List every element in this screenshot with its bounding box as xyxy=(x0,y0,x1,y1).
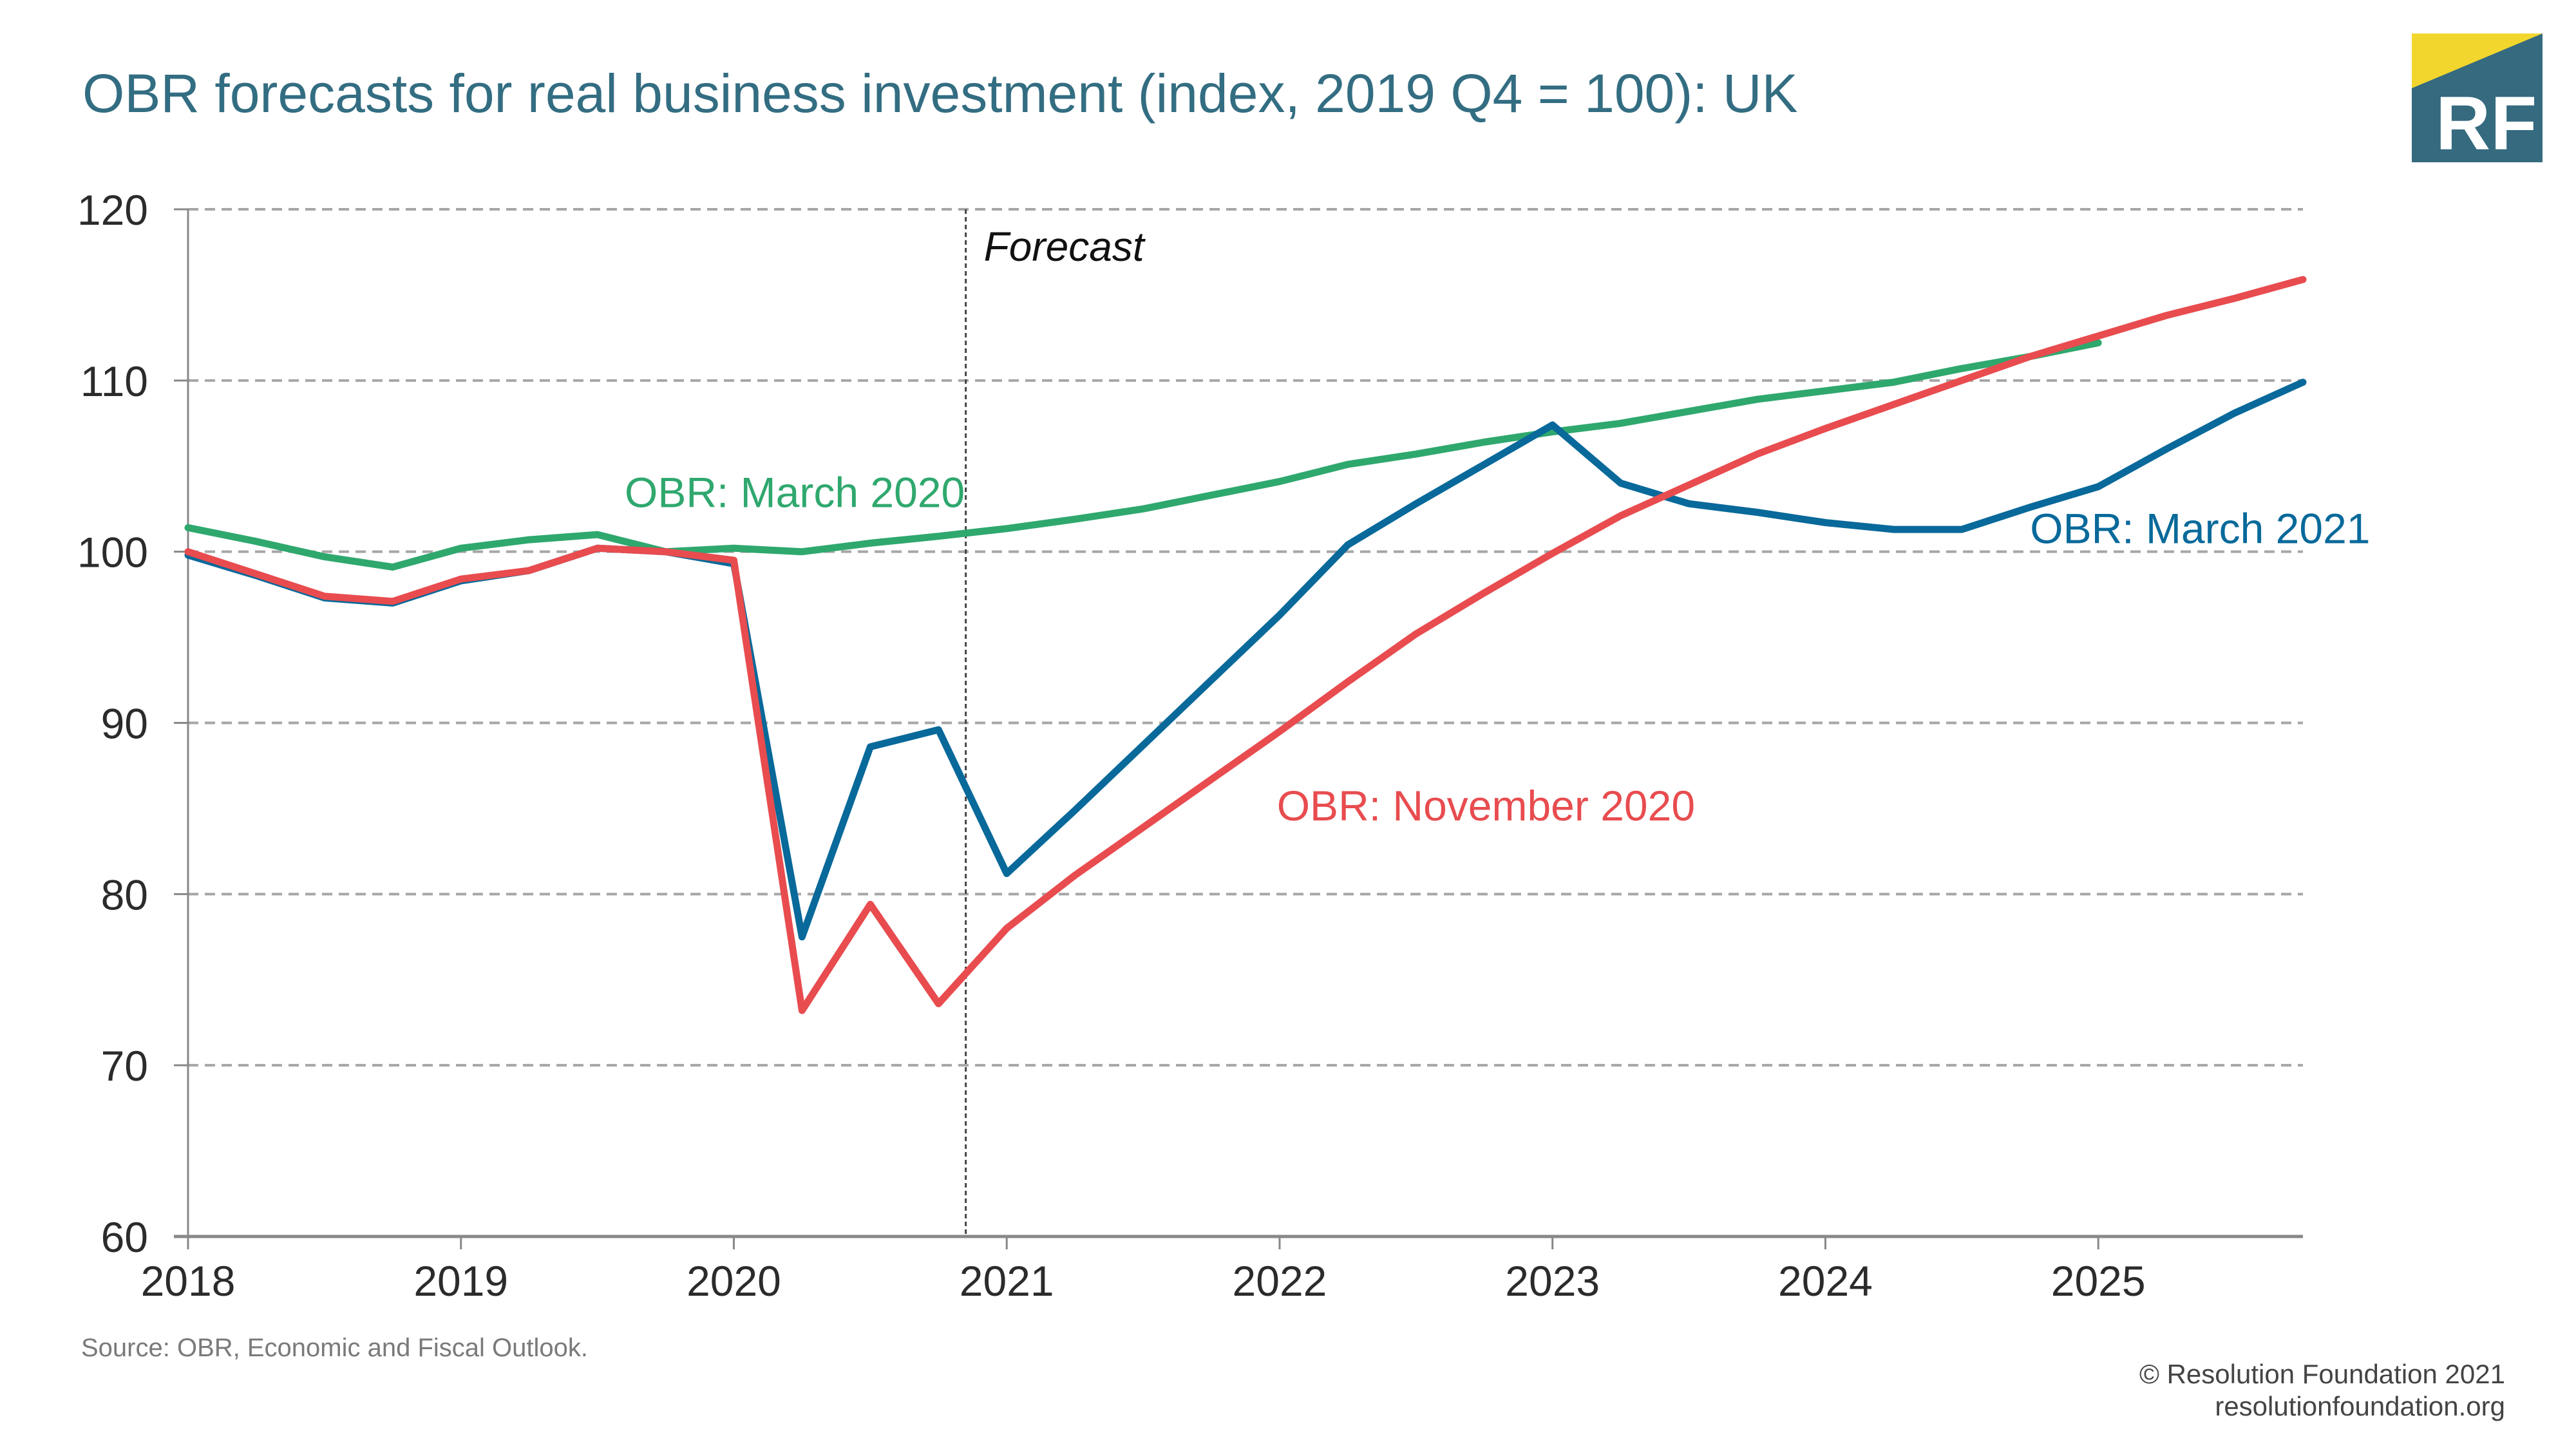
y-tick-label: 100 xyxy=(77,529,148,576)
x-tick-label: 2023 xyxy=(1505,1257,1600,1305)
series-line-obr-march-2020 xyxy=(184,339,2102,571)
series-line-obr-march-2021 xyxy=(184,379,2307,941)
logo-text: RF xyxy=(2436,81,2537,166)
x-tick-label: 2018 xyxy=(141,1257,236,1305)
y-tick-label: 60 xyxy=(101,1213,148,1261)
series-label-obr-march-2021: OBR: March 2021 xyxy=(2030,504,2370,552)
series-labels: OBR: March 2020 OBR: November 2020 OBR: Ma… xyxy=(625,469,2371,829)
y-tick-label: 90 xyxy=(101,700,148,748)
series-line-obr-november-2020 xyxy=(184,276,2307,1014)
rf-logo: RF xyxy=(2412,33,2543,166)
series-lines xyxy=(184,276,2307,1014)
series-label-obr-november-2020: OBR: November 2020 xyxy=(1277,782,1695,829)
x-tick-label: 2022 xyxy=(1233,1257,1327,1305)
forecast-divider: Forecast xyxy=(965,209,1146,1236)
gridlines xyxy=(188,208,2303,1067)
x-tick-label: 2021 xyxy=(960,1257,1054,1305)
y-tick-label: 80 xyxy=(101,871,148,918)
x-tick-label: 2020 xyxy=(687,1257,781,1305)
x-tick-label: 2019 xyxy=(413,1257,508,1305)
website-link[interactable]: resolutionfoundation.org xyxy=(2215,1391,2505,1421)
axes: 60 70 80 90 100 110 120 2018 2019 2020 2021 2022 202… xyxy=(77,186,2303,1305)
chart-title: OBR forecasts for real business investme… xyxy=(82,63,1798,124)
forecast-label: Forecast xyxy=(984,223,1146,270)
y-tick-label: 120 xyxy=(77,186,148,234)
x-tick-label: 2025 xyxy=(2051,1257,2146,1305)
source-note: Source: OBR, Economic and Fiscal Outlook… xyxy=(81,1334,588,1362)
x-tick-label: 2024 xyxy=(1778,1257,1873,1305)
y-tick-label: 110 xyxy=(80,357,148,405)
y-tick-label: 70 xyxy=(101,1042,148,1090)
logo-yellow-triangle xyxy=(2412,33,2543,88)
series-label-obr-march-2020: OBR: March 2020 xyxy=(625,469,965,516)
copyright-text: © Resolution Foundation 2021 xyxy=(2139,1359,2505,1389)
